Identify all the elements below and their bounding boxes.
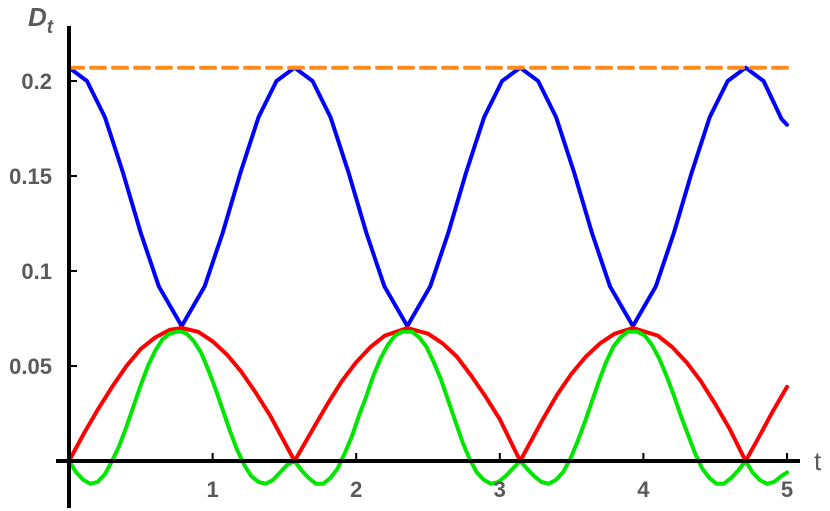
- series-layer: [67, 65, 789, 486]
- x-tick-label: 5: [781, 477, 793, 502]
- y-axis-label-main: D: [28, 2, 47, 32]
- x-tick-label: 4: [637, 477, 650, 502]
- x-axis-label: t: [814, 446, 822, 476]
- x-tick-label: 1: [206, 477, 218, 502]
- y-axis-label: Dt: [28, 2, 54, 38]
- y-tick-label: 0.2: [21, 69, 52, 94]
- x-tick-label: 2: [350, 477, 362, 502]
- ticks: 1 2 3 4 5 0.05 0.1 0.15 0.2: [9, 69, 793, 502]
- series-line-1: [67, 65, 789, 329]
- y-tick-label: 0.05: [9, 354, 52, 379]
- y-tick-label: 0.1: [21, 259, 52, 284]
- x-tick-label: 3: [494, 477, 506, 502]
- y-tick-label: 0.15: [9, 164, 52, 189]
- series-line-2: [67, 326, 789, 463]
- series-line-3: [67, 329, 789, 486]
- y-axis-label-subscript: t: [47, 17, 54, 38]
- axes: [56, 26, 800, 508]
